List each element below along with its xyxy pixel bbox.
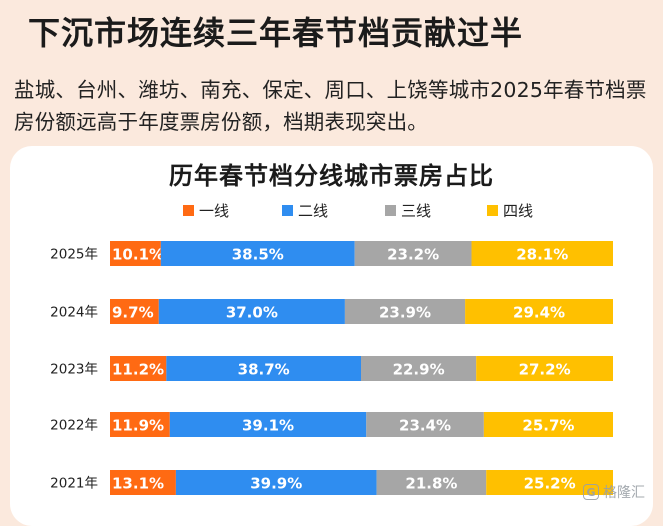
bar-segment xyxy=(360,356,477,381)
subtext: 盐城、台州、潍坊、南充、保定、周口、上饶等城市2025年春节档票房份额远高于年度… xyxy=(14,78,647,134)
legend-label: 三线 xyxy=(401,202,431,220)
data-label: 13.1% xyxy=(112,475,164,493)
bar-segment xyxy=(110,241,161,266)
category-label: 2022年 xyxy=(50,418,98,434)
category-label: 2024年 xyxy=(50,305,98,321)
data-label: 10.1% xyxy=(112,246,164,264)
data-label: 23.9% xyxy=(379,304,431,322)
bar-segment xyxy=(160,241,355,266)
bar-segment xyxy=(110,299,159,324)
data-label: 37.0% xyxy=(226,304,278,322)
bar-segment xyxy=(110,356,167,381)
legend-swatch xyxy=(385,205,396,216)
bar-segment xyxy=(376,470,487,495)
data-label: 25.7% xyxy=(522,417,574,435)
data-label: 11.9% xyxy=(112,417,164,435)
bar-segment xyxy=(344,299,466,324)
bar-segment xyxy=(110,470,176,495)
watermark: G 格隆汇 xyxy=(583,482,645,502)
data-label: 38.5% xyxy=(232,246,284,264)
data-label: 39.1% xyxy=(242,417,294,435)
data-label: 25.2% xyxy=(524,475,576,493)
data-label: 23.4% xyxy=(399,417,451,435)
bar-segment xyxy=(158,299,345,324)
data-label: 28.1% xyxy=(516,246,568,264)
data-label: 29.4% xyxy=(513,304,565,322)
stacked-bar-chart: 一线 二线 三线 四线 2025年 10.1% 38.5% 23.2% 28.1% 2024年 9.… xyxy=(50,202,613,495)
bar-segment xyxy=(169,412,367,437)
legend-label: 四线 xyxy=(503,202,533,220)
bar-segment xyxy=(486,470,613,495)
bar-segment xyxy=(465,299,613,324)
chart-panel xyxy=(10,146,653,526)
watermark-logo-icon: G xyxy=(583,484,599,500)
category-label: 2023年 xyxy=(50,362,98,378)
data-label: 9.7% xyxy=(112,304,154,322)
legend-swatch xyxy=(487,205,498,216)
data-label: 39.9% xyxy=(250,475,302,493)
legend-label: 一线 xyxy=(199,202,229,220)
watermark-text: 格隆汇 xyxy=(603,485,645,501)
bar-segment xyxy=(166,356,361,381)
chart-title: 历年春节档分线城市票房占比 xyxy=(169,162,494,190)
data-label: 21.8% xyxy=(405,475,457,493)
bar-segment xyxy=(471,241,613,266)
data-label: 11.2% xyxy=(112,361,164,379)
data-label: 22.9% xyxy=(393,361,445,379)
data-label: 23.2% xyxy=(387,246,439,264)
legend-label: 二线 xyxy=(298,202,328,220)
bar-segment xyxy=(175,470,377,495)
bar-segment xyxy=(354,241,472,266)
bar-segment xyxy=(366,412,484,437)
bar-segment xyxy=(476,356,613,381)
data-label: 27.2% xyxy=(519,361,571,379)
category-label: 2025年 xyxy=(50,247,98,263)
legend-swatch xyxy=(282,205,293,216)
legend-swatch xyxy=(183,205,194,216)
data-label: 38.7% xyxy=(238,361,290,379)
headline: 下沉市场连续三年春节档贡献过半 xyxy=(28,14,524,52)
bar-segment xyxy=(483,412,613,437)
category-label: 2021年 xyxy=(50,476,98,492)
bar-segment xyxy=(110,412,170,437)
